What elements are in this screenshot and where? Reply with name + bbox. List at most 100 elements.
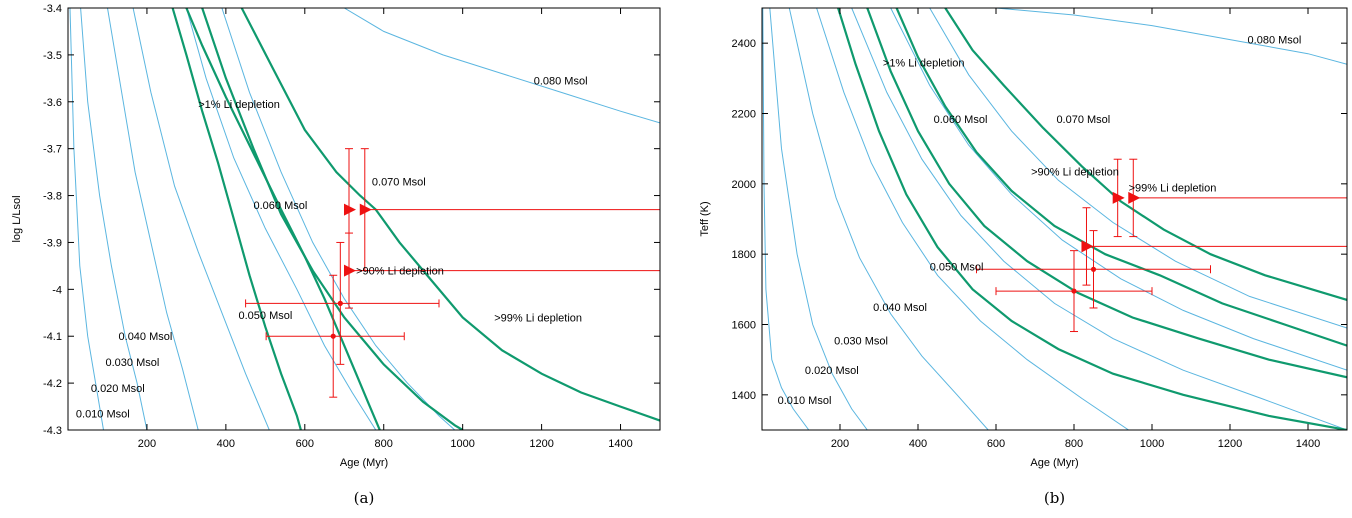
plot-area xyxy=(762,8,1347,430)
track-annotation: >90% Li depletion xyxy=(1031,167,1119,179)
track-annotation: 0.020 Msol xyxy=(805,365,859,377)
lower-limit-arrow-marker xyxy=(1128,191,1141,204)
data-point-marker xyxy=(330,333,336,339)
x-tick-label: 200 xyxy=(138,438,156,450)
y-tick-label: 2200 xyxy=(732,109,756,121)
panel-caption: (b) xyxy=(1044,489,1065,507)
mass-track-line xyxy=(769,8,868,430)
y-tick-label: -3.5 xyxy=(43,50,62,62)
track-annotation: 0.080 Msol xyxy=(1248,35,1302,47)
x-tick-label: 1000 xyxy=(1140,438,1164,450)
data-point xyxy=(976,230,1211,309)
y-tick-label: 1400 xyxy=(732,390,756,402)
track-annotation: >99% Li depletion xyxy=(494,312,582,324)
track-annotation: 0.060 Msol xyxy=(934,114,988,126)
data-point-marker xyxy=(337,300,343,306)
li-depletion-line xyxy=(171,8,302,430)
data-point xyxy=(265,274,405,398)
x-tick-label: 1400 xyxy=(608,438,632,450)
lower-limit-arrow-marker xyxy=(359,203,372,216)
mass-track-line xyxy=(132,8,270,430)
mass-track-line xyxy=(929,8,1347,329)
plot-area xyxy=(69,8,660,430)
chart-a-svg: 0.010 Msol 0.020 Msol 0.030 Msol 0.040 Msol… xyxy=(11,3,661,507)
data-point xyxy=(344,232,660,309)
data-point xyxy=(1112,158,1125,238)
track-annotation: 0.040 Msol xyxy=(873,302,927,314)
lower-limit-arrow-marker xyxy=(344,264,357,277)
mass-track-line xyxy=(762,8,810,430)
mass-track-line xyxy=(851,8,1347,430)
data-point xyxy=(995,250,1153,333)
y-tick-label: 1600 xyxy=(732,320,756,332)
li-depletion-line xyxy=(201,8,464,430)
x-tick-label: 800 xyxy=(375,438,393,450)
track-annotation: 0.050 Msol xyxy=(930,261,984,273)
mass-track-line xyxy=(107,8,199,430)
y-tick-label: -3.8 xyxy=(43,191,62,203)
y-tick-label: 2400 xyxy=(732,38,756,50)
track-annotation: >99% Li depletion xyxy=(1129,182,1217,194)
y-tick-label: -4.1 xyxy=(43,331,62,343)
li-depletion-line xyxy=(895,8,1347,347)
y-axis-label: log L/Lsol xyxy=(11,195,23,242)
y-tick-label: -3.7 xyxy=(43,144,62,156)
data-point xyxy=(1128,158,1347,238)
mass-track-line xyxy=(788,8,989,430)
track-annotation: >1% Li depletion xyxy=(198,99,280,111)
chart-b-svg: 0.010 Msol 0.020 Msol 0.030 Msol 0.040 Msol… xyxy=(699,7,1348,507)
track-annotation: 0.010 Msol xyxy=(76,409,130,421)
panel-caption: (a) xyxy=(354,489,375,507)
track-annotation: 0.070 Msol xyxy=(1056,114,1110,126)
mass-track-line xyxy=(890,8,1347,371)
data-point-marker xyxy=(1071,288,1077,294)
x-tick-label: 400 xyxy=(217,438,235,450)
mass-track-line xyxy=(995,8,1347,65)
mass-track-line xyxy=(69,8,104,430)
data-point xyxy=(359,148,660,272)
y-tick-label: -3.6 xyxy=(43,97,62,109)
y-tick-label: 1800 xyxy=(732,249,756,261)
track-annotation: 0.030 Msol xyxy=(834,335,888,347)
data-point-marker xyxy=(1090,266,1097,272)
plot-frame xyxy=(67,7,661,431)
x-tick-label: 1200 xyxy=(1218,438,1242,450)
x-axis-label: Age (Myr) xyxy=(340,457,388,469)
x-tick-label: 1400 xyxy=(1296,438,1320,450)
chart-panel-b: 0.010 Msol 0.020 Msol 0.030 Msol 0.040 Msol… xyxy=(676,0,1352,518)
mass-track-line xyxy=(221,8,456,430)
track-annotation: >1% Li depletion xyxy=(883,58,965,70)
track-annotation: 0.010 Msol xyxy=(778,395,832,407)
track-annotation: 0.070 Msol xyxy=(372,176,426,188)
x-tick-label: 600 xyxy=(987,438,1005,450)
track-annotation: 0.080 Msol xyxy=(534,76,588,88)
x-tick-label: 600 xyxy=(296,438,314,450)
track-annotation: 0.040 Msol xyxy=(119,331,173,343)
li-depletion-line xyxy=(944,8,1347,301)
y-axis-label: Teff (K) xyxy=(699,201,711,236)
y-tick-label: -4.2 xyxy=(43,378,62,390)
data-point xyxy=(1081,207,1347,286)
y-tick-label: -3.4 xyxy=(43,3,62,15)
y-tick-label: -3.9 xyxy=(43,237,62,249)
lower-limit-arrow-marker xyxy=(1081,240,1094,253)
y-tick-label: -4.3 xyxy=(43,425,62,437)
li-depletion-line xyxy=(240,8,660,422)
li-depletion-line xyxy=(866,8,1347,379)
track-annotation: 0.050 Msol xyxy=(238,310,292,322)
data-point xyxy=(344,148,357,272)
track-annotation: 0.060 Msol xyxy=(253,200,307,212)
y-tick-label: 2000 xyxy=(732,179,756,191)
x-tick-label: 1200 xyxy=(529,438,553,450)
plot-frame xyxy=(761,7,1348,431)
x-tick-label: 200 xyxy=(831,438,849,450)
data-point xyxy=(245,241,440,365)
x-tick-label: 400 xyxy=(909,438,927,450)
track-annotation: 0.030 Msol xyxy=(105,357,159,369)
li-depletion-line xyxy=(185,8,381,430)
mass-track-line xyxy=(816,8,1129,430)
li-depletion-line xyxy=(837,8,1347,430)
chart-panel-a: 0.010 Msol 0.020 Msol 0.030 Msol 0.040 Msol… xyxy=(11,3,661,507)
lower-limit-arrow-marker xyxy=(1112,191,1125,204)
mass-track-line xyxy=(344,8,660,124)
